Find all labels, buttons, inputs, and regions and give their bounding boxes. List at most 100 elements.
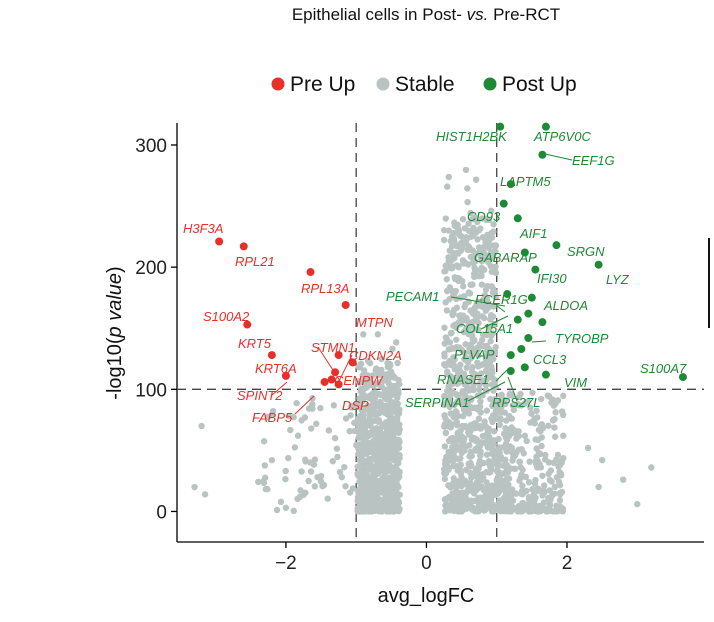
leader-pecam1: [450, 296, 506, 307]
stable-point: [503, 448, 510, 455]
stable-point: [467, 459, 474, 467]
stable-point: [558, 408, 566, 415]
stable-point: [491, 268, 499, 275]
stable-point: [479, 331, 487, 338]
stable-point: [298, 417, 305, 424]
stable-point: [492, 242, 500, 249]
stable-point: [468, 354, 475, 361]
stable-point: [475, 244, 483, 251]
stable-point: [551, 433, 559, 440]
legend-dot-pre-up: [271, 77, 285, 91]
stable-point: [469, 231, 477, 238]
stable-point: [380, 484, 387, 492]
stable-point: [475, 385, 483, 393]
stable-point: [260, 438, 268, 445]
stable-point: [459, 257, 467, 264]
stable-point: [513, 490, 520, 497]
stable-point: [191, 483, 198, 491]
stable-point: [290, 507, 297, 515]
label-vim: VIM: [564, 375, 587, 390]
stable-point: [489, 492, 496, 499]
stable-point: [525, 479, 533, 486]
stable-point: [445, 437, 453, 445]
stable-point: [507, 489, 514, 497]
stable-point: [489, 254, 496, 261]
stable-point: [357, 484, 364, 491]
label-stmn1: STMN1: [311, 340, 355, 355]
label-serpina1: SERPINA1: [405, 395, 469, 410]
stable-point: [467, 404, 475, 411]
leader-rnase1: [495, 369, 508, 382]
axis-ticks: −2 0 2 0 100 200 300: [135, 136, 572, 574]
stable-point: [442, 262, 449, 269]
point-cenpw: [327, 375, 336, 384]
stable-point: [505, 465, 512, 472]
stable-point: [390, 399, 398, 406]
stable-point: [508, 415, 515, 422]
stable-point: [489, 313, 497, 320]
stable-point: [368, 505, 375, 513]
stable-point: [456, 396, 463, 404]
point-serpina1: [506, 366, 515, 375]
stable-point: [296, 493, 304, 501]
stable-point: [442, 215, 450, 222]
label-s100a7: S100A7: [640, 361, 687, 376]
stable-point: [457, 232, 465, 240]
stable-point: [553, 474, 561, 481]
stable-point: [457, 239, 465, 247]
stable-point: [346, 489, 354, 496]
stable-point: [454, 221, 461, 229]
point-eef1g: [538, 150, 547, 159]
stable-point: [450, 480, 457, 487]
stable-point: [483, 347, 491, 355]
stable-point: [449, 309, 456, 317]
label-h3f3a: H3F3A: [183, 221, 223, 236]
stable-point: [547, 467, 555, 474]
stable-point: [477, 225, 484, 232]
stable-point: [547, 507, 554, 514]
stable-point: [441, 340, 448, 347]
stable-point: [368, 403, 376, 411]
stable-point: [484, 282, 491, 290]
stable-point: [536, 502, 543, 510]
stable-point: [560, 432, 567, 439]
stable-point: [443, 399, 451, 407]
stable-point: [453, 446, 461, 453]
stable-point: [444, 494, 452, 502]
point-rps27l: [520, 363, 529, 372]
point-rnase1: [506, 351, 515, 360]
stable-point: [498, 404, 505, 411]
stable-point: [483, 216, 490, 223]
stable-point: [309, 395, 316, 402]
stable-point: [282, 504, 290, 511]
stable-point: [535, 449, 543, 457]
stable-point: [559, 505, 567, 513]
stable-point: [542, 451, 549, 459]
point-hist1h2bk: [496, 122, 505, 131]
stable-point: [377, 366, 384, 374]
stable-point: [492, 263, 499, 270]
point-h3f3a: [215, 237, 224, 246]
stable-point: [325, 427, 333, 434]
leader-cdkn2a: [338, 354, 353, 382]
stable-point: [477, 370, 485, 377]
stable-point: [444, 183, 451, 190]
point-lyz: [594, 260, 603, 269]
label-krt6a: KRT6A: [255, 361, 297, 376]
stable-point: [529, 486, 536, 493]
stable-point: [531, 415, 538, 423]
stable-point: [494, 463, 501, 470]
point-s100a2: [243, 320, 252, 329]
stable-point: [488, 207, 495, 215]
stable-point: [475, 494, 482, 502]
stable-point: [474, 236, 481, 243]
stable-point: [478, 503, 485, 511]
stable-point: [473, 267, 480, 274]
stable-point: [484, 231, 491, 239]
stable-point: [460, 312, 467, 319]
stable-point: [460, 479, 468, 486]
point-rpl13a: [306, 268, 315, 277]
stable-point: [311, 483, 318, 490]
stable-point: [532, 476, 539, 484]
stable-point: [477, 471, 484, 478]
